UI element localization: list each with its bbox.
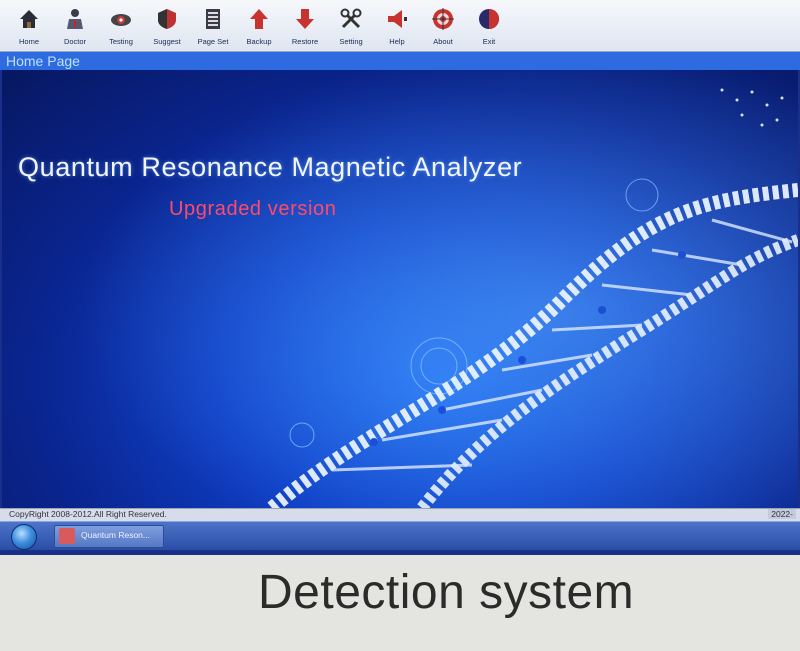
page-set-button[interactable]: Page Set <box>190 0 236 52</box>
exit-label: Exit <box>482 37 496 46</box>
help-icon <box>384 6 410 32</box>
exit-icon <box>476 6 502 32</box>
restore-label: Restore <box>291 37 319 46</box>
testing-button[interactable]: Testing <box>98 0 144 52</box>
testing-label: Testing <box>109 37 133 46</box>
device-caption: Detection system <box>258 566 635 619</box>
home-button[interactable]: Home <box>6 0 52 52</box>
about-icon <box>430 6 456 32</box>
backup-label: Backup <box>246 37 272 46</box>
page-set-icon <box>200 6 226 32</box>
app-screen: Home Doctor Testing Suggest Page Set <box>0 0 800 555</box>
page-set-label: Page Set <box>197 37 229 46</box>
suggest-icon <box>154 6 180 32</box>
setting-button[interactable]: Setting <box>328 0 374 52</box>
copyright-text: CopyRight 2008-2012.All Right Reserved. <box>9 509 167 519</box>
dna-helix-graphic <box>2 70 798 508</box>
restore-icon <box>292 6 318 32</box>
restore-button[interactable]: Restore <box>282 0 328 52</box>
setting-icon <box>338 6 364 32</box>
page-title-bar: Home Page <box>0 52 800 70</box>
about-button[interactable]: About <box>420 0 466 52</box>
setting-label: Setting <box>339 37 363 46</box>
main-toolbar: Home Doctor Testing Suggest Page Set <box>0 0 800 52</box>
taskbar: Quantum Reson... <box>0 521 800 550</box>
app-icon <box>59 528 75 544</box>
backup-button[interactable]: Backup <box>236 0 282 52</box>
page-title: Home Page <box>6 53 80 69</box>
help-label: Help <box>389 37 405 46</box>
status-clock: 2022- <box>768 509 796 519</box>
start-button[interactable] <box>11 524 37 550</box>
about-label: About <box>433 37 453 46</box>
suggest-button[interactable]: Suggest <box>144 0 190 52</box>
taskbar-app-button[interactable]: Quantum Reson... <box>54 525 164 548</box>
testing-icon <box>108 6 134 32</box>
splash-title: Quantum Resonance Magnetic Analyzer <box>18 152 523 182</box>
home-icon <box>16 6 42 32</box>
suggest-label: Suggest <box>153 37 181 46</box>
help-button[interactable]: Help <box>374 0 420 52</box>
splash-panel: Quantum Resonance Magnetic Analyzer Upgr… <box>2 70 798 508</box>
backup-icon <box>246 6 272 32</box>
exit-button[interactable]: Exit <box>466 0 512 52</box>
home-label: Home <box>18 37 39 46</box>
splash-subtitle: Upgraded version <box>169 198 337 220</box>
doctor-icon <box>62 6 88 32</box>
doctor-button[interactable]: Doctor <box>52 0 98 52</box>
doctor-label: Doctor <box>63 37 87 46</box>
status-bar: CopyRight 2008-2012.All Right Reserved. … <box>0 508 800 522</box>
taskbar-app-label: Quantum Reson... <box>81 530 150 540</box>
